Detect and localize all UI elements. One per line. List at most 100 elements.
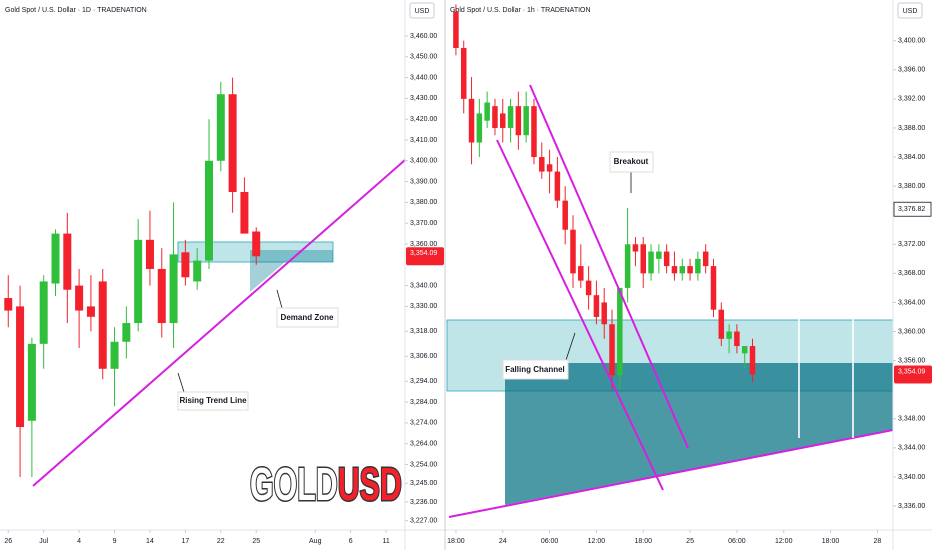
y-tick-label: 3,390.00 bbox=[410, 178, 437, 185]
candle-body bbox=[181, 252, 190, 278]
candle-body bbox=[216, 94, 225, 161]
x-tick-label: 25 bbox=[252, 538, 260, 545]
price-axis bbox=[405, 0, 445, 550]
candle-body bbox=[554, 171, 561, 201]
candle-body bbox=[484, 102, 490, 121]
candle-body bbox=[663, 251, 670, 267]
demand-zone-fill bbox=[250, 250, 333, 292]
candle-body bbox=[617, 287, 623, 376]
drawings: Rising Trend Line Demand Zone Falling Ch… bbox=[32, 84, 894, 518]
y-tick-label: 3,396.00 bbox=[898, 67, 925, 74]
candle-body bbox=[624, 244, 631, 288]
callout-pointer bbox=[177, 372, 185, 393]
candle-body bbox=[632, 244, 639, 252]
candle-body bbox=[468, 98, 475, 143]
candle-body bbox=[710, 266, 717, 310]
candle-body bbox=[648, 251, 654, 274]
x-tick-label: 24 bbox=[499, 538, 507, 545]
y-tick-label: 3,360.00 bbox=[898, 328, 925, 335]
candle-body bbox=[16, 306, 25, 428]
callouts: Rising Trend Line Demand Zone Falling Ch… bbox=[177, 151, 654, 411]
candle-body bbox=[726, 331, 732, 339]
candle-body bbox=[63, 233, 72, 290]
price-axis bbox=[893, 0, 932, 550]
trend-line bbox=[448, 429, 894, 518]
y-tick-label: 3,380.00 bbox=[410, 199, 437, 206]
currency: USD bbox=[415, 8, 430, 15]
candle-body bbox=[695, 258, 701, 274]
y-tick-label: 3,420.00 bbox=[410, 116, 437, 123]
annotation: Falling Channel bbox=[505, 365, 565, 374]
annotation: Breakout bbox=[614, 157, 649, 166]
y-tick-label: 3,430.00 bbox=[410, 95, 437, 102]
candle-body bbox=[252, 231, 261, 257]
candle-body bbox=[546, 164, 553, 172]
candle-body bbox=[702, 251, 709, 267]
y-tick-label: 3,384.00 bbox=[898, 154, 925, 161]
callout-box bbox=[502, 359, 569, 380]
y-tick-label: 3,400.00 bbox=[410, 158, 437, 165]
channel-line bbox=[529, 84, 689, 449]
y-tick-label: 3,364.00 bbox=[898, 299, 925, 306]
candle-body bbox=[240, 191, 249, 234]
annotation: Rising Trend Line bbox=[179, 396, 247, 405]
candle-body bbox=[531, 106, 537, 158]
candle-body bbox=[671, 266, 678, 274]
x-tick-label: 18:00 bbox=[634, 538, 652, 545]
watermark-usd: USD bbox=[338, 460, 402, 511]
y-tick-label: 3,274.00 bbox=[410, 420, 437, 427]
candle-body bbox=[679, 266, 686, 274]
x-tick-label: 4 bbox=[77, 538, 81, 545]
y-tick-label: 3,360.00 bbox=[410, 241, 437, 248]
x-tick-label: 18:00 bbox=[447, 538, 465, 545]
candle-body bbox=[98, 281, 107, 369]
chart-title: Gold Spot / U.S. Dollar · 1h · TRADENATI… bbox=[450, 7, 591, 14]
y-tick-label: 3,245.00 bbox=[410, 480, 437, 487]
y-tick-label: 3,356.00 bbox=[898, 357, 925, 364]
watermark-gold: GOLD bbox=[250, 460, 338, 511]
x-tick-label: 9 bbox=[113, 538, 117, 545]
y-tick-label: 3,348.00 bbox=[898, 416, 925, 423]
candle-body bbox=[492, 106, 498, 128]
candle-body bbox=[27, 343, 36, 421]
y-tick-label: 3,410.00 bbox=[410, 137, 437, 144]
currency-box bbox=[409, 2, 435, 19]
demand-zone-fill bbox=[505, 363, 893, 505]
callout-pointer bbox=[276, 289, 283, 309]
callout-box bbox=[609, 151, 654, 173]
y-tick-label: 3,264.00 bbox=[410, 441, 437, 448]
candle-body bbox=[562, 200, 568, 230]
level-label: 3,376.82 bbox=[898, 206, 925, 213]
callout-box bbox=[177, 391, 249, 411]
time-axis bbox=[0, 530, 932, 550]
candle-body bbox=[476, 113, 483, 143]
currency: USD bbox=[903, 8, 918, 15]
y-tick-label: 3,400.00 bbox=[898, 38, 925, 45]
arrows bbox=[790, 208, 862, 438]
candle-body bbox=[500, 113, 506, 128]
candle-body bbox=[515, 106, 522, 136]
candle-body bbox=[86, 306, 95, 317]
candle-body bbox=[593, 295, 600, 317]
y-tick-label: 3,227.00 bbox=[410, 517, 437, 524]
y-tick-label: 3,450.00 bbox=[410, 54, 437, 61]
level-label-box bbox=[893, 201, 932, 217]
y-tick-label: 3,318.00 bbox=[410, 328, 437, 335]
watermark: GOLDUSD bbox=[250, 460, 402, 511]
arrow bbox=[790, 208, 808, 438]
y-tick-label: 3,460.00 bbox=[410, 33, 437, 40]
x-tick-label: 06:00 bbox=[728, 538, 746, 545]
y-tick-label: 3,236.00 bbox=[410, 499, 437, 506]
candle-body bbox=[578, 266, 584, 281]
y-tick-label: 3,368.00 bbox=[898, 270, 925, 277]
candle-body bbox=[51, 233, 60, 284]
currency-box bbox=[897, 2, 923, 19]
y-tick-label: 3,380.00 bbox=[898, 183, 925, 190]
callout-pointer bbox=[565, 332, 576, 361]
channel-line bbox=[496, 139, 664, 491]
y-tick-label: 3,330.00 bbox=[410, 303, 437, 310]
candle-body bbox=[204, 160, 213, 261]
price-label-box bbox=[894, 365, 932, 384]
candle-body bbox=[601, 302, 607, 325]
candle-body bbox=[157, 268, 166, 324]
